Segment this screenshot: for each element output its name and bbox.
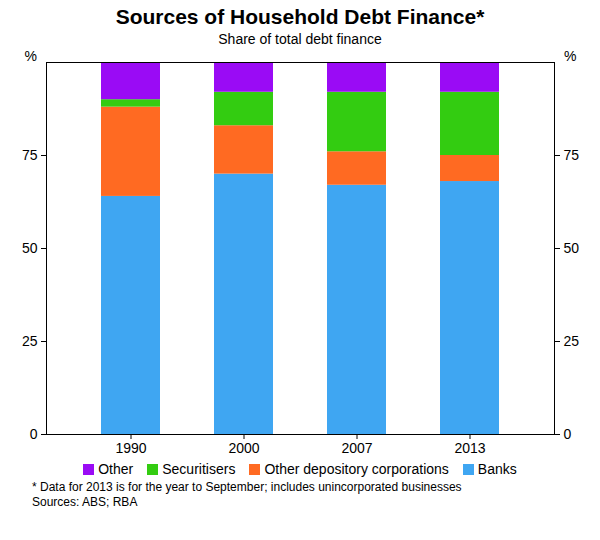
html-text:Sources: ABS; RBA: Sources: ABS; RBA (32, 495, 138, 509)
html-text:Sources of Household Debt Fina: Sources of Household Debt Finance* (115, 5, 485, 28)
html-text:Other depository corporations: Other depository corporations (264, 461, 449, 477)
svg-text:50: 50 (22, 240, 38, 256)
svg-text:0: 0 (564, 426, 572, 442)
html-text:Share of total debt finance: Share of total debt finance (218, 31, 382, 47)
html-text:Banks: Banks (477, 461, 517, 477)
svg-text:25: 25 (564, 333, 580, 349)
svg-text:75: 75 (22, 147, 38, 163)
svg-text:75: 75 (564, 147, 580, 163)
svg-text:25: 25 (22, 333, 38, 349)
html-text:Securitisers: Securitisers (162, 461, 236, 477)
svg-text:1990: 1990 (115, 440, 146, 456)
svg-text:%: % (25, 48, 37, 64)
svg-text:2007: 2007 (341, 440, 372, 456)
svg-text:2013: 2013 (454, 440, 485, 456)
html-text:* Data for 2013 is for the yea: * Data for 2013 is for the year to Septe… (32, 480, 462, 494)
svg-text:%: % (564, 48, 576, 64)
svg-text:50: 50 (564, 240, 580, 256)
svg-text:2000: 2000 (228, 440, 259, 456)
svg-text:0: 0 (30, 426, 38, 442)
html-text:Other: Other (98, 461, 134, 477)
